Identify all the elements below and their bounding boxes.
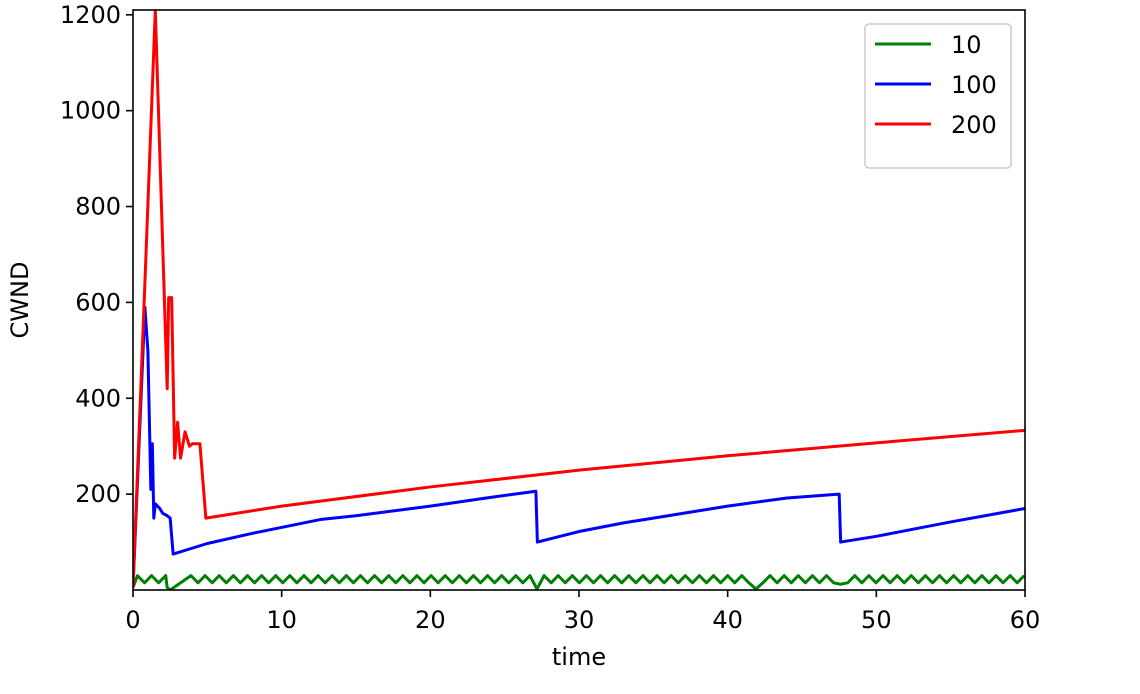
y-axis-ticks: 200 400 600 800 1000 1200 — [60, 1, 133, 508]
legend-label-100: 100 — [951, 71, 997, 99]
x-tick-label: 0 — [125, 606, 140, 634]
legend-label-10: 10 — [951, 31, 982, 59]
y-tick-label: 600 — [75, 288, 121, 316]
x-axis-ticks: 0 10 20 30 40 50 60 — [125, 590, 1040, 634]
y-tick-label: 1200 — [60, 1, 121, 29]
series-line-10 — [133, 574, 1025, 590]
series-line-200 — [133, 10, 1025, 588]
x-tick-label: 30 — [564, 606, 595, 634]
x-axis-label: time — [552, 643, 606, 671]
y-tick-label: 1000 — [60, 97, 121, 125]
y-tick-label: 800 — [75, 193, 121, 221]
series-line-100 — [133, 305, 1025, 588]
legend-label-200: 200 — [951, 111, 997, 139]
x-tick-label: 10 — [266, 606, 297, 634]
x-tick-label: 40 — [712, 606, 743, 634]
y-tick-label: 200 — [75, 480, 121, 508]
y-axis-label: CWND — [6, 262, 34, 339]
legend-box — [864, 23, 1012, 169]
y-tick-label: 400 — [75, 384, 121, 412]
legend: 10 100 200 — [864, 23, 1012, 169]
series-layer — [133, 10, 1025, 590]
x-tick-label: 50 — [861, 606, 892, 634]
x-tick-label: 20 — [415, 606, 446, 634]
x-tick-label: 60 — [1010, 606, 1041, 634]
